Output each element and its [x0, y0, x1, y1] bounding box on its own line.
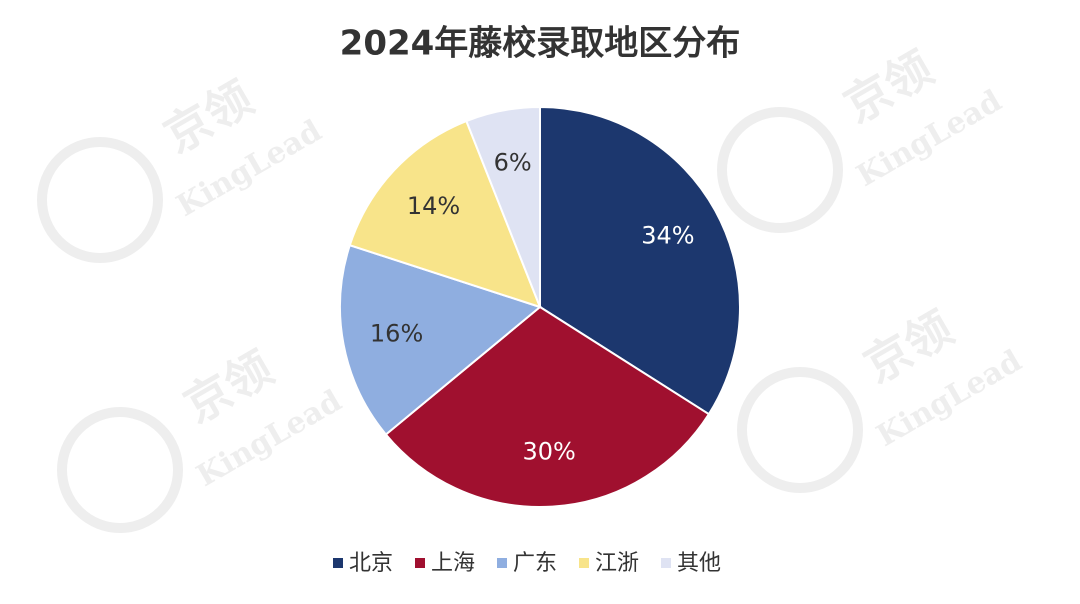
legend-label: 北京 — [349, 551, 393, 576]
data-label: 34% — [641, 222, 694, 250]
watermark-logo — [37, 137, 163, 263]
watermark-logo — [57, 407, 183, 533]
legend-label: 江浙 — [595, 551, 639, 576]
data-label: 30% — [522, 438, 575, 466]
legend-label: 广东 — [513, 551, 557, 576]
legend-swatch — [661, 558, 671, 568]
pie-slice — [539, 105, 741, 416]
watermark-logo — [737, 367, 863, 493]
pie-slice — [465, 105, 541, 308]
pie-slice — [348, 119, 542, 309]
data-label: 14% — [407, 192, 460, 220]
watermark-brand: 京领 — [855, 301, 962, 394]
legend-swatch — [579, 558, 589, 568]
watermark-brand: 京领 — [175, 341, 282, 434]
watermark-brand: 京领 — [835, 41, 942, 134]
watermark-brand: 京领 — [155, 71, 262, 164]
legend-label: 上海 — [431, 551, 475, 576]
pie-slice — [339, 243, 543, 436]
pie-slice — [384, 305, 711, 508]
data-label: 6% — [494, 149, 532, 177]
watermark-logo — [717, 107, 843, 233]
legend-swatch — [333, 558, 343, 568]
data-label: 16% — [370, 319, 423, 347]
legend-label: 其他 — [677, 551, 721, 576]
chart-title: 2024年藤校录取地区分布 — [340, 24, 741, 64]
legend: 北京 上海 广东 江浙 其他 — [333, 551, 721, 576]
legend-swatch — [415, 558, 425, 568]
pie: 34% 30% 16% 14% 6% — [339, 105, 741, 508]
legend-swatch — [497, 558, 507, 568]
